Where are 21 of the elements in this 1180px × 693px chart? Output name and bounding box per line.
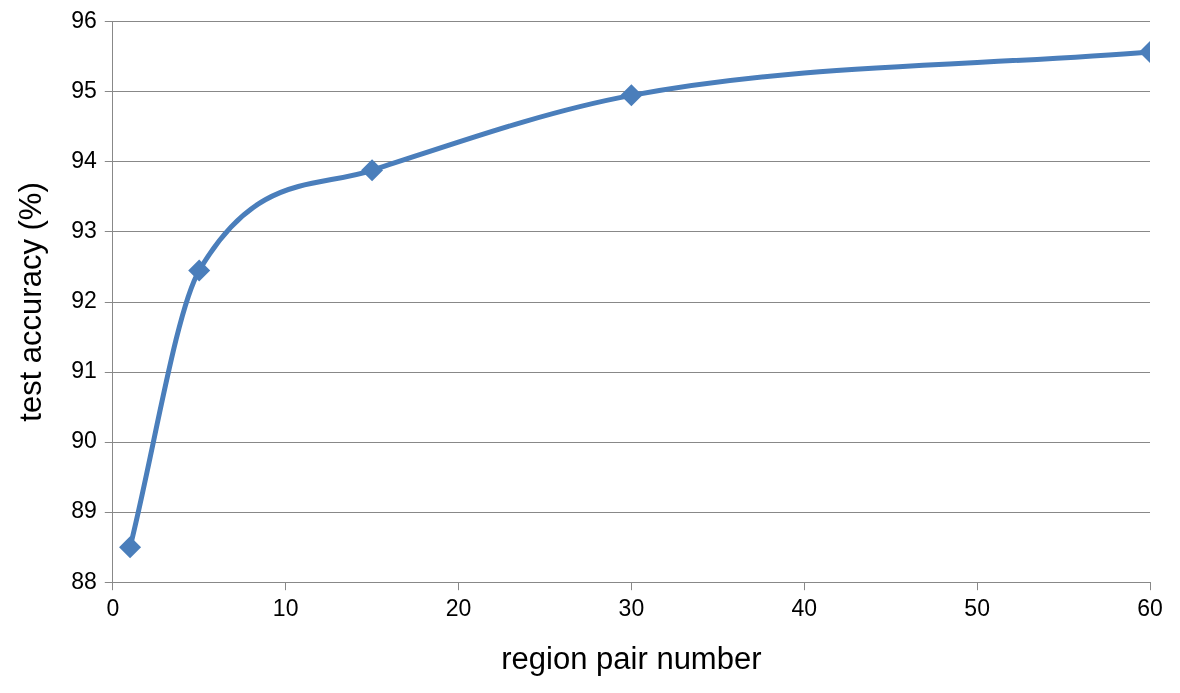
y-tick-label: 89 <box>71 497 97 524</box>
x-tick-label: 40 <box>791 595 818 622</box>
y-tick-label: 90 <box>71 427 97 454</box>
x-tick-label: 10 <box>272 595 299 622</box>
point <box>361 159 384 182</box>
y-tick-label: 96 <box>71 7 97 34</box>
x-tick-label: 20 <box>445 595 472 622</box>
x-tick-label: 30 <box>618 595 645 622</box>
y-tick-label: 93 <box>71 217 97 244</box>
point <box>188 259 211 282</box>
y-axis-title: test accuracy (%) <box>13 182 49 422</box>
y-tick-label: 94 <box>71 147 97 174</box>
x-tick-label: 60 <box>1137 595 1163 622</box>
y-tick-label: 92 <box>71 287 97 314</box>
y-tick-label: 88 <box>71 567 97 594</box>
x-axis-title: region pair number <box>501 640 762 676</box>
point <box>119 536 142 559</box>
y-tick-label: 91 <box>71 357 97 384</box>
y-tick-label: 95 <box>71 77 97 104</box>
x-tick-label: 50 <box>964 595 990 622</box>
x-tick-label: 0 <box>106 595 120 622</box>
